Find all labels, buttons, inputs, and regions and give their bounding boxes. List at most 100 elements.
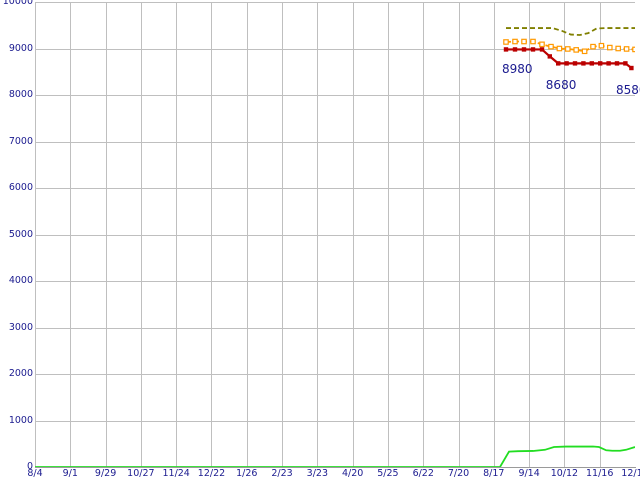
y-tick-label: 6000	[8, 182, 33, 193]
series-marker	[590, 43, 596, 50]
gridline-vertical	[247, 2, 248, 467]
series-marker	[598, 42, 605, 49]
gridline-horizontal	[35, 95, 635, 96]
series-marker	[547, 54, 552, 59]
y-tick-label: 10000	[2, 0, 33, 7]
series-marker	[521, 47, 527, 52]
x-tick-label: 7/20	[447, 468, 470, 479]
gridline-vertical	[494, 2, 495, 467]
x-tick-label: 11/16	[586, 468, 614, 479]
gridline-vertical	[141, 2, 142, 467]
gridline-vertical	[106, 2, 107, 467]
gridline-vertical	[600, 2, 601, 467]
series-marker	[614, 61, 620, 66]
x-tick-label: 2/23	[271, 468, 293, 479]
series-price-line	[503, 47, 634, 71]
series-marker	[615, 45, 622, 52]
gridline-vertical	[35, 2, 36, 467]
x-tick-label: 12/22	[197, 468, 226, 479]
series-marker	[629, 65, 634, 71]
series-marker	[581, 61, 586, 66]
x-tick-label: 6/22	[412, 468, 434, 479]
series-marker	[556, 45, 563, 52]
y-tick-label: 4000	[8, 275, 33, 286]
gridline-horizontal	[35, 142, 635, 143]
series-path	[506, 27, 635, 36]
y-tick-label: 1000	[8, 414, 33, 426]
gridline-horizontal	[35, 49, 635, 50]
series-marker	[512, 47, 518, 52]
series-marker	[521, 38, 527, 45]
gridline-horizontal	[35, 235, 635, 236]
series-path	[35, 445, 635, 467]
series-marker	[530, 38, 536, 45]
series-marker	[598, 61, 603, 66]
series-volume-line	[35, 445, 635, 467]
series-marker	[530, 47, 536, 52]
x-axis-line	[35, 467, 636, 468]
x-tick-label: 9/1	[62, 468, 78, 479]
y-tick-label: 9000	[8, 42, 33, 54]
x-tick-label: 10/12	[550, 468, 579, 479]
gridline-vertical	[211, 2, 212, 467]
gridline-vertical	[529, 2, 530, 467]
plot-area	[35, 2, 635, 467]
series-marker	[503, 39, 509, 45]
series-marker	[572, 61, 578, 66]
series-marker	[581, 48, 588, 55]
gridline-vertical	[176, 2, 177, 467]
gridline-vertical	[70, 2, 71, 467]
x-tick-label: 9/29	[94, 468, 117, 479]
series-marker	[606, 61, 611, 66]
x-tick-label: 8/17	[483, 468, 505, 479]
gridline-horizontal	[35, 281, 635, 282]
gridline-horizontal	[35, 2, 635, 3]
data-value-label: 8580	[616, 83, 640, 98]
series-marker	[556, 61, 561, 66]
gridline-vertical	[353, 2, 354, 467]
y-tick-label: 5000	[8, 228, 33, 240]
gridline-vertical	[459, 2, 460, 467]
series-marker	[606, 44, 613, 51]
x-tick-label: 1/26	[236, 468, 258, 479]
gridline-horizontal	[35, 188, 635, 189]
series-marker	[589, 61, 594, 66]
x-tick-label: 12/19	[621, 468, 640, 479]
gridline-vertical	[282, 2, 283, 467]
series-marker	[564, 61, 569, 66]
series-marker	[623, 46, 630, 52]
gridline-vertical	[388, 2, 389, 467]
series-marker	[548, 43, 554, 50]
y-tick-label: 3000	[8, 321, 33, 333]
y-tick-label: 2000	[8, 368, 33, 379]
series-marker	[539, 47, 545, 52]
gridline-vertical	[317, 2, 318, 467]
x-tick-label: 9/14	[518, 468, 540, 479]
x-tick-label: 4/20	[341, 468, 364, 479]
data-value-label: 8680	[545, 78, 577, 93]
y-tick-label: 7000	[8, 135, 33, 147]
data-value-label: 8980	[502, 62, 533, 77]
y-tick-label: 0	[26, 461, 33, 472]
x-tick-label: 8/4	[27, 468, 43, 479]
gridline-vertical	[423, 2, 424, 467]
gridline-vertical	[564, 2, 565, 467]
x-tick-label: 5/25	[377, 468, 399, 479]
series-marker	[564, 46, 571, 52]
series-marker	[512, 38, 518, 45]
gridline-horizontal	[35, 374, 635, 375]
series-marker	[573, 47, 580, 53]
gridline-horizontal	[35, 328, 635, 329]
series-path	[505, 40, 635, 53]
series-upper-band	[506, 27, 635, 36]
y-tick-label: 8000	[8, 89, 33, 100]
series-marker	[539, 41, 545, 48]
x-tick-label: 3/23	[306, 468, 329, 479]
series-marker	[503, 47, 509, 52]
series-layer	[35, 27, 635, 467]
series-path	[506, 48, 633, 69]
x-tick-label: 11/24	[162, 468, 190, 479]
series-marker	[632, 46, 635, 53]
gridline-horizontal	[35, 421, 635, 422]
